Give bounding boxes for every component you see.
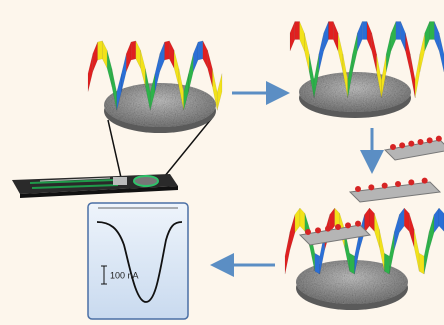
oxygen-atom <box>325 226 331 232</box>
oxygen-atom <box>368 184 374 190</box>
oxygen-atom <box>355 221 361 227</box>
oxygen-atom <box>335 224 341 230</box>
aptamer-ribbon <box>315 253 320 274</box>
voltammogram-panel: 100 nA <box>88 203 188 319</box>
aptamer-ribbon <box>430 21 435 39</box>
aptamer-ribbon <box>362 21 367 39</box>
aptamer-ribbon <box>131 41 136 60</box>
oxygen-atom <box>390 144 396 150</box>
oxygen-atom <box>427 137 433 143</box>
aptamer-ribbon <box>198 41 203 60</box>
aptamer-ribbon <box>419 253 424 274</box>
oxygen-atom <box>345 222 351 228</box>
aptamer-ribbon <box>384 253 389 274</box>
aptamer-ribbon <box>295 21 300 39</box>
aptamer-ribbon <box>396 21 401 39</box>
oxygen-atom <box>399 142 405 148</box>
aptamer-ribbon <box>329 21 334 39</box>
oxygen-atom <box>382 183 388 189</box>
aptamer-ribbon <box>98 41 103 60</box>
oxygen-atom <box>395 181 401 187</box>
oxygen-atom <box>355 186 361 192</box>
oxygen-atom <box>408 179 414 185</box>
oxygen-atom <box>305 229 311 235</box>
illustration: 100 nA <box>0 0 444 325</box>
scale-label: 100 nA <box>110 270 139 280</box>
oxygen-atom <box>418 139 424 145</box>
aptamer-ribbon <box>165 41 170 60</box>
aptamer-ribbon <box>350 253 355 274</box>
oxygen-atom <box>436 136 442 142</box>
oxygen-atom <box>315 227 321 233</box>
oxygen-atom <box>408 141 414 147</box>
oxygen-atom <box>422 178 428 184</box>
